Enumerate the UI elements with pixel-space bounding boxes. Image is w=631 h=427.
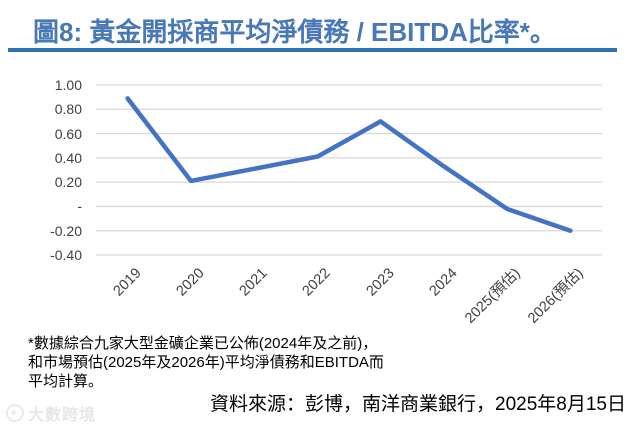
footnote-line-2: 和市場預估(2025年及2026年)平均淨債務和EBITDA而 <box>28 354 384 371</box>
y-tick-label: 1.00 <box>54 77 82 93</box>
footnote-line-1: *數據綜合九家大型金礦企業已公佈(2024年及之前)， <box>28 335 378 352</box>
y-tick-label: - <box>77 198 82 215</box>
y-tick-label: -0.40 <box>50 247 82 263</box>
footnote: *數據綜合九家大型金礦企業已公佈(2024年及之前)， 和市場預估(2025年及… <box>28 334 408 391</box>
title-underline <box>8 48 617 52</box>
source-line: 資料來源：彭博，南洋商業銀行，2025年8月15日 <box>210 394 626 415</box>
y-tick-label: 0.80 <box>54 101 82 118</box>
watermark-text: 大數跨境 <box>28 407 97 424</box>
y-tick-label: -0.20 <box>50 222 82 239</box>
line-chart-plot <box>96 84 602 256</box>
figure-title: 圖8: 黃金開採商平均淨債務 / EBITDA比率*。 <box>33 17 556 47</box>
y-tick-label: 0.20 <box>54 174 82 191</box>
data-line-series <box>125 96 573 233</box>
y-tick-label: 0.60 <box>54 125 82 142</box>
watermark-logo-icon <box>6 404 24 422</box>
y-tick-label: 0.40 <box>54 149 82 166</box>
watermark: 大數跨境 <box>6 401 96 425</box>
footnote-line-3: 平均計算。 <box>28 373 104 390</box>
